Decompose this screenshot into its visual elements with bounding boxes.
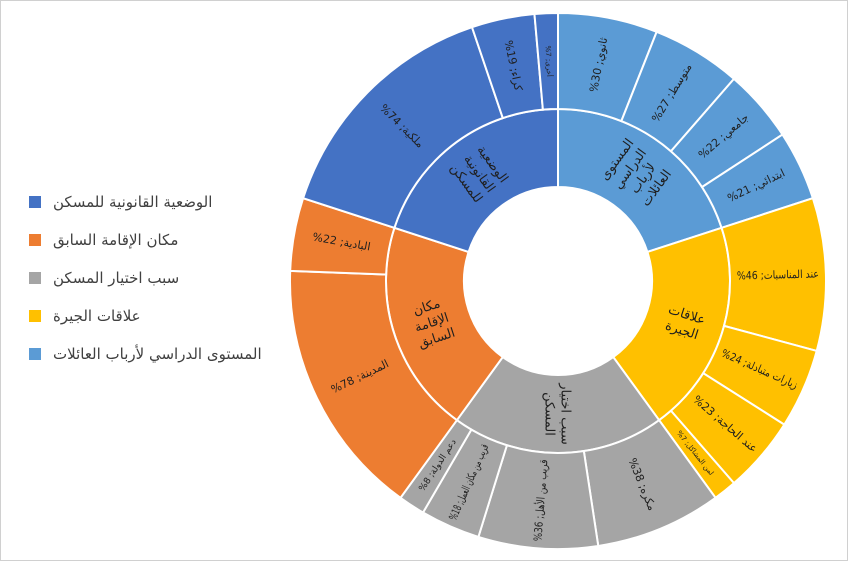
legend-swatch bbox=[29, 196, 41, 208]
legend-item-neighbor-relations: علاقات الجيرة bbox=[29, 305, 269, 327]
legend-item-housing-choice: سبب اختيار المسكن bbox=[29, 267, 269, 289]
legend-swatch bbox=[29, 310, 41, 322]
outer-segment bbox=[533, 11, 559, 111]
legend-item-education-level: المستوى الدراسي لأرباب العائلات bbox=[29, 343, 269, 365]
legend-label: المستوى الدراسي لأرباب العائلات bbox=[53, 345, 262, 363]
legend-label: سبب اختيار المسكن bbox=[53, 269, 180, 287]
outer-segment-label: عند المناسبات; 46% bbox=[737, 267, 819, 282]
legend-swatch bbox=[29, 348, 41, 360]
legend-swatch bbox=[29, 272, 41, 284]
legend-swatch bbox=[29, 234, 41, 246]
legend-label: مكان الإقامة السابق bbox=[53, 231, 179, 249]
legend-item-previous-residence: مكان الإقامة السابق bbox=[29, 229, 269, 251]
legend-label: علاقات الجيرة bbox=[53, 307, 141, 325]
outer-segment-label: قريب من الأهل; 36% bbox=[530, 459, 550, 542]
inner-segment-label: سبب اختيارالمسكن bbox=[541, 382, 572, 444]
legend-item-legal-status: الوضعية القانونية للمسكن bbox=[29, 191, 269, 213]
center-hole bbox=[465, 188, 651, 374]
legend-label: الوضعية القانونية للمسكن bbox=[53, 193, 213, 211]
outer-segment-label: أخرى; 7% bbox=[544, 45, 554, 77]
